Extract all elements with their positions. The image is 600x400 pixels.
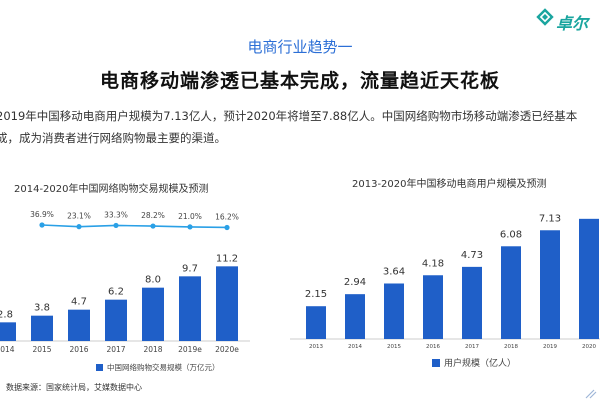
chart-1-growth-point [113, 222, 119, 229]
chart-2-title: 2013-2020年中国移动电商用户规模及预测 [352, 179, 547, 190]
section-title: 电商行业趋势一 [247, 38, 353, 56]
chart-1-growth-label: 16.2% [215, 212, 239, 221]
chart-1-value-label: 8.0 [145, 275, 161, 286]
chart-2-value-label: 4.73 [461, 250, 483, 261]
chart-1-growth-point [150, 223, 156, 229]
chart-2-value-label: 4.18 [422, 258, 444, 269]
chart-1-title: 2014-2020年中国网络购物交易规模及预测 [14, 184, 209, 195]
chart-1-growth-point [224, 224, 230, 231]
chart-2-value-label: 6.08 [500, 229, 522, 240]
chart-1-value-label: 2.8 [0, 309, 13, 320]
chart-2-bar [540, 230, 560, 339]
chart-2-bar [423, 275, 443, 339]
chart-1-bar [105, 299, 127, 341]
chart-1-value-label: 6.2 [108, 287, 124, 298]
page-headline: 电商移动端渗透已基本完成，流量趋近天花板 [99, 70, 500, 92]
chart-1-value-label: 4.7 [71, 297, 87, 308]
chart-1-value-label: 9.7 [182, 263, 198, 274]
chart-1-growth-point [76, 224, 82, 230]
chart-1-growth-point [39, 222, 45, 228]
chart-1-bar [216, 266, 238, 341]
logo-mark-icon [536, 8, 554, 26]
chart-1-value-label: 11.2 [216, 253, 238, 264]
chart-2-x-tick-label: 2016 [426, 344, 440, 350]
chart-2-bar [306, 306, 326, 339]
chart-1-bar [68, 309, 90, 341]
chart-2-bar [462, 266, 482, 339]
chart-2-mobile-users: 2.15 2013 2.94 2014 3.64 2015 4.18 2016 4.73 2017… [290, 213, 600, 350]
chart-2-x-tick-label: 2020 [582, 344, 596, 350]
chart-2-bar [384, 283, 404, 339]
chart-2-x-tick-label: 2013 [309, 344, 323, 350]
chart-2-x-tick-label: 2018 [504, 344, 518, 350]
chart-1-bar [0, 322, 16, 341]
chart-1-growth-label: 28.2% [141, 211, 165, 220]
chart-2-value-label: 2.94 [344, 277, 366, 288]
chart-2-value-label: 3.64 [383, 266, 405, 277]
chart-1-x-tick-label: 2017 [106, 345, 125, 354]
chart-2-legend-swatch [432, 358, 440, 367]
chart-1-x-tick-label: 2019e [178, 345, 202, 354]
chart-2-value-label: 2.15 [305, 289, 327, 300]
logo-text: 卓尔 [556, 14, 589, 33]
chart-1-growth-label: 33.3% [104, 210, 128, 219]
chart-1-legend-label: 中国网络购物交易规模（万亿元） [107, 363, 220, 372]
chart-2-bar [579, 218, 599, 339]
chart-2-x-tick-label: 2017 [465, 344, 479, 350]
chart-1-x-tick-label: 2016 [69, 345, 88, 354]
chart-1-growth-point [187, 224, 193, 230]
chart-2-x-tick-label: 2019 [543, 344, 557, 350]
chart-2-value-label: 7.13 [539, 213, 561, 224]
chart-2-legend: 用户规模（亿人） [432, 356, 516, 369]
chart-1-growth-label: 23.1% [67, 212, 91, 221]
body-text-line-1: 2019年中国移动电商用户规模为7.13亿人，预计2020年将增至7.88亿人。… [0, 109, 578, 123]
chart-1-growth-line [41, 224, 228, 229]
chart-2-bar [345, 294, 365, 339]
chart-1-growth-label: 21.0% [178, 212, 202, 221]
data-source-note: 数据来源：国家统计局，艾媒数据中心 [6, 383, 142, 392]
chart-1-x-tick-label: 2020e [215, 345, 239, 354]
chart-2-x-tick-label: 2014 [348, 344, 362, 350]
chart-1-growth-label: 36.9% [30, 210, 54, 219]
chart-2-legend-label: 用户规模（亿人） [444, 359, 517, 369]
corner-decoration-icon [585, 389, 597, 399]
chart-2-bar [501, 246, 521, 339]
chart-1-legend: 中国网络购物交易规模（万亿元） [96, 362, 220, 373]
chart-1-x-tick-label: 2014 [0, 345, 15, 354]
company-logo: 卓尔 [536, 4, 594, 38]
chart-1-bar [31, 315, 53, 341]
chart-1-transaction-scale: 2.8 2014 3.8 2015 4.7 2016 6.2 2017 8.0 2018 9.7 20… [0, 210, 250, 354]
chart-1-bar [179, 276, 201, 341]
chart-1-bar [142, 287, 164, 341]
chart-1-value-label: 3.8 [34, 303, 50, 314]
chart-1-legend-swatch [96, 364, 103, 371]
chart-1-x-tick-label: 2015 [32, 345, 51, 354]
chart-1-x-tick-label: 2018 [143, 345, 162, 354]
body-text-line-2: 成，成为消费者进行网络购物最主要的渠道。 [0, 131, 226, 145]
chart-2-x-tick-label: 2015 [387, 344, 401, 350]
